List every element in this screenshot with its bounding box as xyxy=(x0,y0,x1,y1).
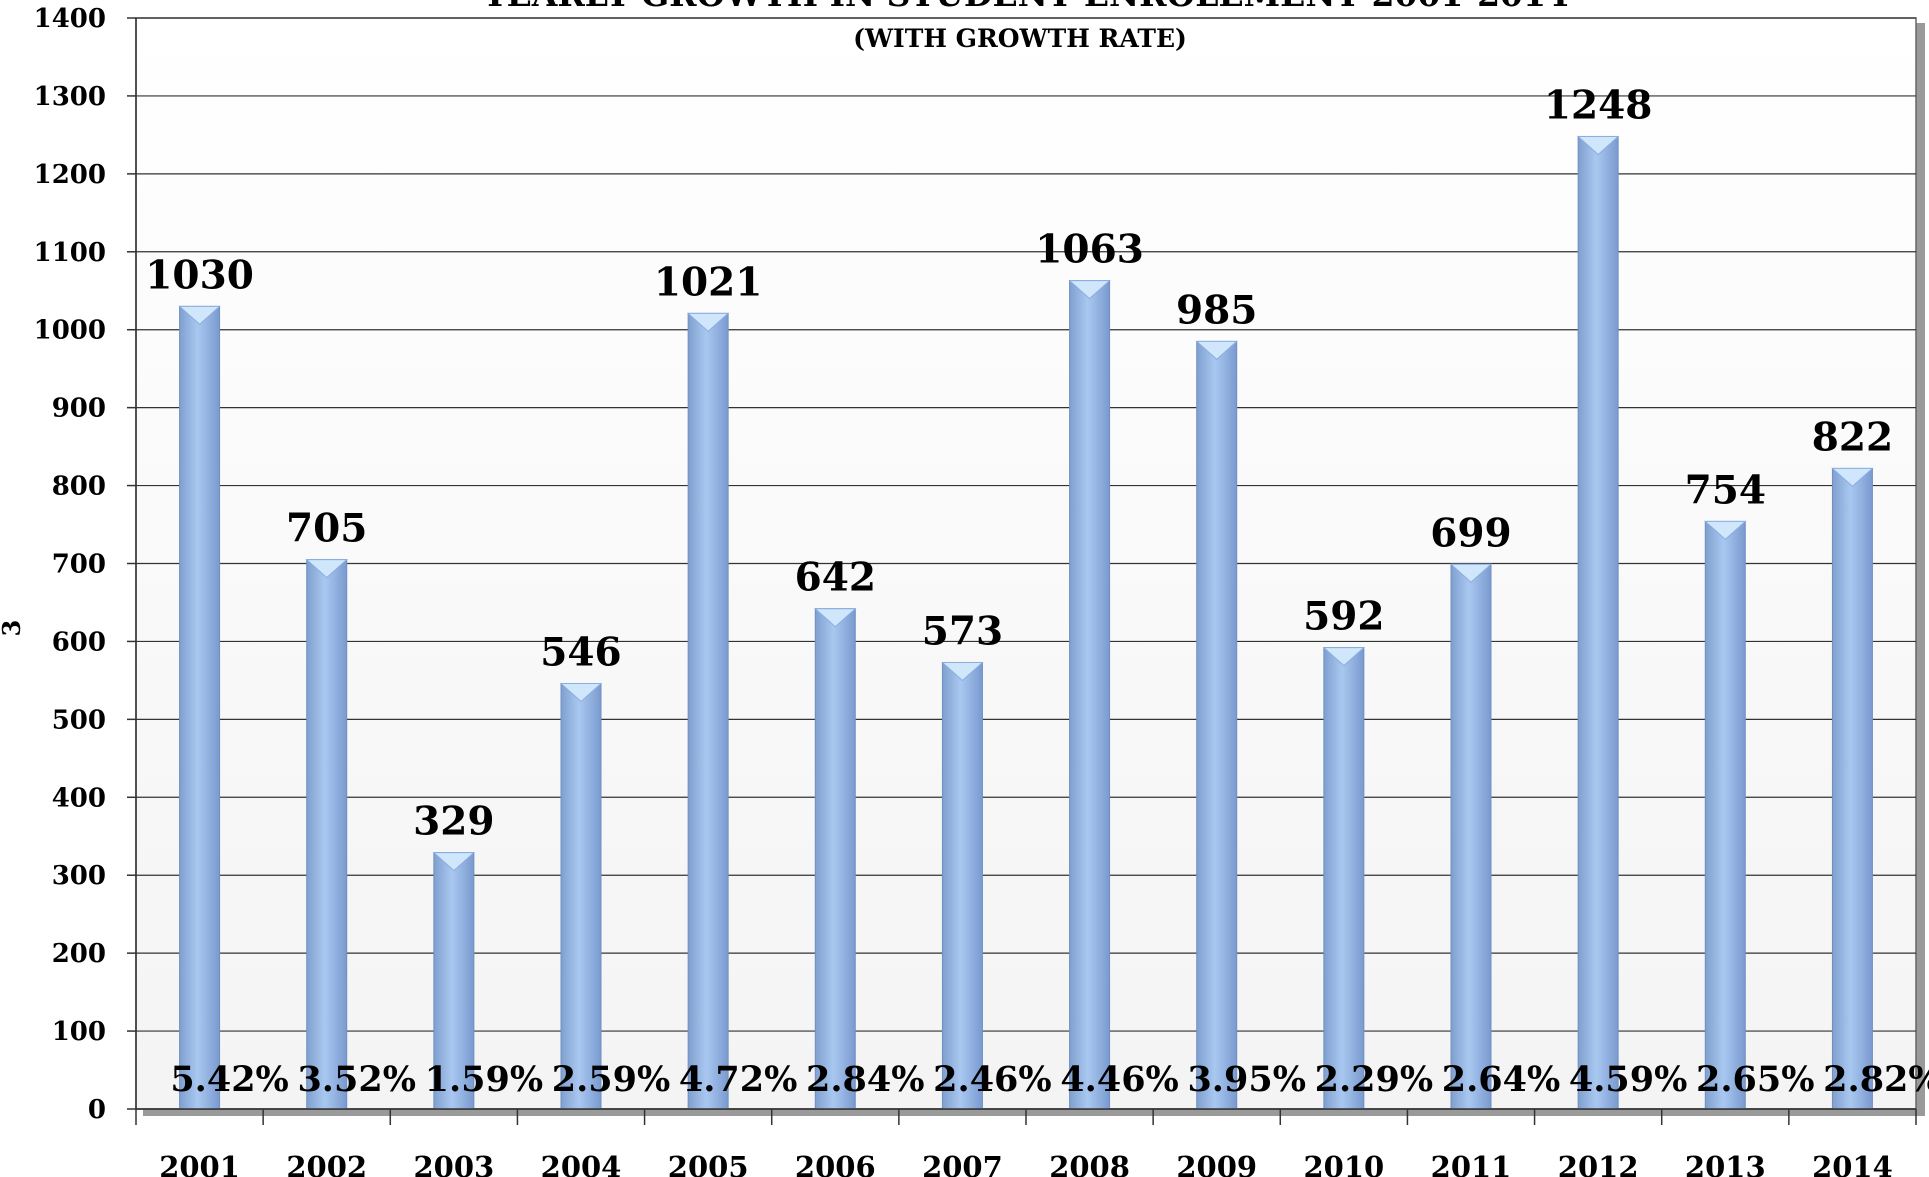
data-label-value: 642 xyxy=(795,555,876,601)
x-tick-label: 2001 xyxy=(159,1150,240,1177)
x-tick-label: 2013 xyxy=(1685,1150,1766,1177)
bar xyxy=(941,661,983,1110)
y-tick-label: 1000 xyxy=(34,316,106,346)
data-label-growth-rate: 2.64% xyxy=(1442,1059,1561,1100)
bar xyxy=(433,852,475,1110)
bar-cap xyxy=(432,852,476,872)
gridlines xyxy=(136,17,1916,1110)
data-label-value: 329 xyxy=(413,799,494,845)
bar-cap xyxy=(178,305,221,326)
bar-cap xyxy=(1576,135,1620,156)
x-tick-label: 2006 xyxy=(795,1150,876,1177)
bar xyxy=(179,305,221,1110)
x-tick-label: 2002 xyxy=(286,1150,367,1177)
data-label-growth-rate: 1.59% xyxy=(425,1059,544,1100)
data-label-value: 699 xyxy=(1430,510,1511,556)
x-axis: 2001 2002 2003 2004 2005 2006 2007 2008 2009 2010… xyxy=(135,1108,1917,1177)
x-tick-label: 2012 xyxy=(1558,1150,1639,1177)
bars: 1030 5.42% 705 3.52% 329 1.59% 546 2.59% 1021 4.7… xyxy=(145,82,1929,1110)
data-label-growth-rate: 2.65% xyxy=(1696,1059,1815,1100)
bar xyxy=(1831,467,1873,1110)
y-tick-label: 400 xyxy=(52,783,106,813)
y-tick-label: 1100 xyxy=(34,238,106,268)
chart-subtitle: (WITH GROWTH RATE) xyxy=(853,24,1187,53)
data-label-value: 705 xyxy=(286,506,367,552)
data-label-value: 573 xyxy=(922,608,1003,654)
data-label-growth-rate: 2.84% xyxy=(806,1059,925,1100)
bar xyxy=(1577,135,1619,1110)
bar xyxy=(814,608,856,1110)
data-label-growth-rate: 2.59% xyxy=(552,1059,671,1100)
data-label-growth-rate: 4.72% xyxy=(679,1059,798,1100)
y-tick-label: 1300 xyxy=(34,82,106,112)
data-label-value: 1030 xyxy=(145,252,254,298)
chart-title: YEARLY GROWTH IN STUDENT ENROLEMENT 2001… xyxy=(482,0,1569,14)
y-tick-label: 900 xyxy=(52,394,106,424)
bar-cap xyxy=(686,312,730,333)
y-tick-label: 600 xyxy=(52,627,106,657)
x-tick-label: 2009 xyxy=(1176,1150,1257,1177)
bar-cap xyxy=(305,559,349,579)
bar-cap xyxy=(1322,647,1366,667)
y-tick-label: 1400 xyxy=(34,4,106,34)
x-tick-label: 2005 xyxy=(668,1150,749,1177)
y-axis: 0 100 200 300 400 500 600 700 800 900 1000 1100 1200… xyxy=(34,4,137,1125)
bar-cap xyxy=(559,683,603,703)
data-label-growth-rate: 2.29% xyxy=(1315,1059,1434,1100)
data-label-growth-rate: 3.95% xyxy=(1187,1059,1306,1100)
bar xyxy=(1704,520,1746,1110)
data-label-value: 822 xyxy=(1812,414,1893,460)
y-tick-label: 1200 xyxy=(34,160,106,190)
y-tick-label: 200 xyxy=(52,939,106,969)
y-tick-label: 100 xyxy=(52,1017,106,1047)
x-tick-label: 2008 xyxy=(1049,1150,1130,1177)
bar-cap xyxy=(1068,280,1111,300)
bar-cap xyxy=(1449,563,1493,583)
x-tick-label: 2010 xyxy=(1303,1150,1384,1177)
bar xyxy=(560,683,602,1110)
bar xyxy=(1450,563,1492,1110)
x-tick-label: 2003 xyxy=(413,1150,494,1177)
y-tick-label: 0 xyxy=(88,1095,106,1125)
data-label-growth-rate: 4.46% xyxy=(1060,1059,1179,1100)
bar-cap xyxy=(1703,520,1747,541)
data-label-value: 1248 xyxy=(1544,82,1653,128)
bar xyxy=(306,559,348,1110)
y-tick-label: 800 xyxy=(52,472,106,502)
x-tick-label: 2007 xyxy=(922,1150,1003,1177)
y-tick-label: 500 xyxy=(52,705,106,735)
bar-cap xyxy=(1831,467,1874,488)
y-tick-label: 300 xyxy=(52,861,106,891)
data-label-growth-rate: 2.82% xyxy=(1823,1059,1929,1100)
data-label-value: 985 xyxy=(1176,287,1257,333)
bar xyxy=(1196,340,1238,1110)
bar-cap xyxy=(813,608,857,628)
data-label-value: 754 xyxy=(1685,467,1766,513)
data-label-growth-rate: 2.46% xyxy=(933,1059,1052,1100)
bar xyxy=(1069,280,1111,1110)
y-tick-label: 700 xyxy=(52,550,106,580)
data-label-value: 592 xyxy=(1303,594,1384,640)
data-label-value: 1021 xyxy=(654,259,763,305)
bar-cap xyxy=(1195,340,1239,361)
bar-cap xyxy=(941,661,984,682)
bar xyxy=(687,312,729,1110)
x-tick-label: 2004 xyxy=(541,1150,622,1177)
y-axis-label: 3 xyxy=(0,620,26,637)
data-label-value: 546 xyxy=(540,630,621,676)
data-label-growth-rate: 4.59% xyxy=(1569,1059,1688,1100)
x-tick-label: 2014 xyxy=(1812,1150,1893,1177)
data-label-value: 1063 xyxy=(1035,227,1144,273)
x-tick-label: 2011 xyxy=(1431,1150,1512,1177)
data-label-growth-rate: 5.42% xyxy=(170,1059,289,1100)
bar xyxy=(1323,647,1365,1110)
data-label-growth-rate: 3.52% xyxy=(297,1059,416,1100)
